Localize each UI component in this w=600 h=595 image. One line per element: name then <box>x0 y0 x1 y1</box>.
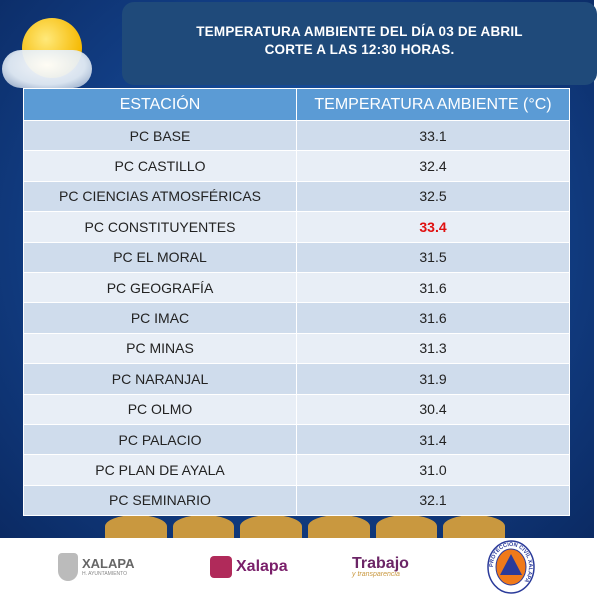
station-name: PC MINAS <box>23 332 297 365</box>
station-name: PC NARANJAL <box>23 363 297 395</box>
title-line2: CORTE A LAS 12:30 HORAS. <box>264 42 455 57</box>
table-row: PC MINAS 31.3 <box>23 332 570 365</box>
table-row: PC OLMO 30.4 <box>23 393 570 425</box>
station-name: PC CONSTITUYENTES <box>23 211 297 243</box>
temperature-value: 31.4 <box>296 423 570 456</box>
station-name: PC CASTILLO <box>23 150 297 182</box>
title-banner: TEMPERATURA AMBIENTE DEL DÍA 03 DE ABRIL… <box>122 2 597 85</box>
temperature-value: 32.4 <box>296 150 570 182</box>
station-name: PC IMAC <box>23 302 297 334</box>
civil-protection-icon: PROTECCIÓN CIVIL XALAPA <box>487 540 535 594</box>
table-row: PC CASTILLO 32.4 <box>23 150 570 182</box>
logo-proteccion-civil: PROTECCIÓN CIVIL XALAPA <box>487 540 535 594</box>
table-row: PC GEOGRAFÍA 31.6 <box>23 271 570 304</box>
temperature-value: 31.0 <box>296 454 570 486</box>
footer: XALAPA H. AYUNTAMIENTO Xalapa Trabajo y … <box>0 538 600 595</box>
station-name: PC BASE <box>23 119 297 152</box>
temperature-value: 31.6 <box>296 271 570 304</box>
temperature-value: 32.5 <box>296 180 570 213</box>
table-row: PC CIENCIAS ATMOSFÉRICAS 32.5 <box>23 180 570 213</box>
table-row: PC EL MORAL 31.5 <box>23 241 570 273</box>
station-name: PC SEMINARIO <box>23 484 297 517</box>
decorative-shapes <box>105 515 506 538</box>
header-temperature: TEMPERATURA AMBIENTE (°C) <box>296 88 570 121</box>
temperature-value: 31.3 <box>296 332 570 365</box>
temperature-table: ESTACIÓN TEMPERATURA AMBIENTE (°C) PC BA… <box>23 88 570 517</box>
table-row: PC BASE 33.1 <box>23 119 570 152</box>
table-row: PC IMAC 31.6 <box>23 302 570 334</box>
station-name: PC OLMO <box>23 393 297 425</box>
table-row: PC NARANJAL 31.9 <box>23 363 570 395</box>
station-name: PC CIENCIAS ATMOSFÉRICAS <box>23 180 297 213</box>
title-line1: TEMPERATURA AMBIENTE DEL DÍA 03 DE ABRIL <box>196 24 523 39</box>
temperature-value: 31.5 <box>296 241 570 273</box>
table-row: PC CONSTITUYENTES 33.4 <box>23 211 570 243</box>
temperature-value: 30.4 <box>296 393 570 425</box>
station-name: PC PALACIO <box>23 423 297 456</box>
temperature-value: 32.1 <box>296 484 570 517</box>
mask-icon <box>210 555 232 578</box>
table-row: PC PALACIO 31.4 <box>23 423 570 456</box>
temperature-value: 33.1 <box>296 119 570 152</box>
station-name: PC PLAN DE AYALA <box>23 454 297 486</box>
header-station: ESTACIÓN <box>23 88 297 121</box>
table-row: PC SEMINARIO 32.1 <box>23 484 570 517</box>
table-row: PC PLAN DE AYALA 31.0 <box>23 454 570 486</box>
temperature-value: 31.9 <box>296 363 570 395</box>
cloud-icon <box>2 50 92 88</box>
logo-trabajo: Trabajo y transparencia <box>352 555 409 578</box>
station-name: PC EL MORAL <box>23 241 297 273</box>
temperature-value: 31.6 <box>296 302 570 334</box>
temperature-value: 33.4 <box>296 211 570 243</box>
station-name: PC GEOGRAFÍA <box>23 271 297 304</box>
logo-xalapa: Xalapa <box>210 555 288 578</box>
logo-ayuntamiento: XALAPA H. AYUNTAMIENTO <box>58 552 134 581</box>
shield-icon <box>58 552 78 581</box>
